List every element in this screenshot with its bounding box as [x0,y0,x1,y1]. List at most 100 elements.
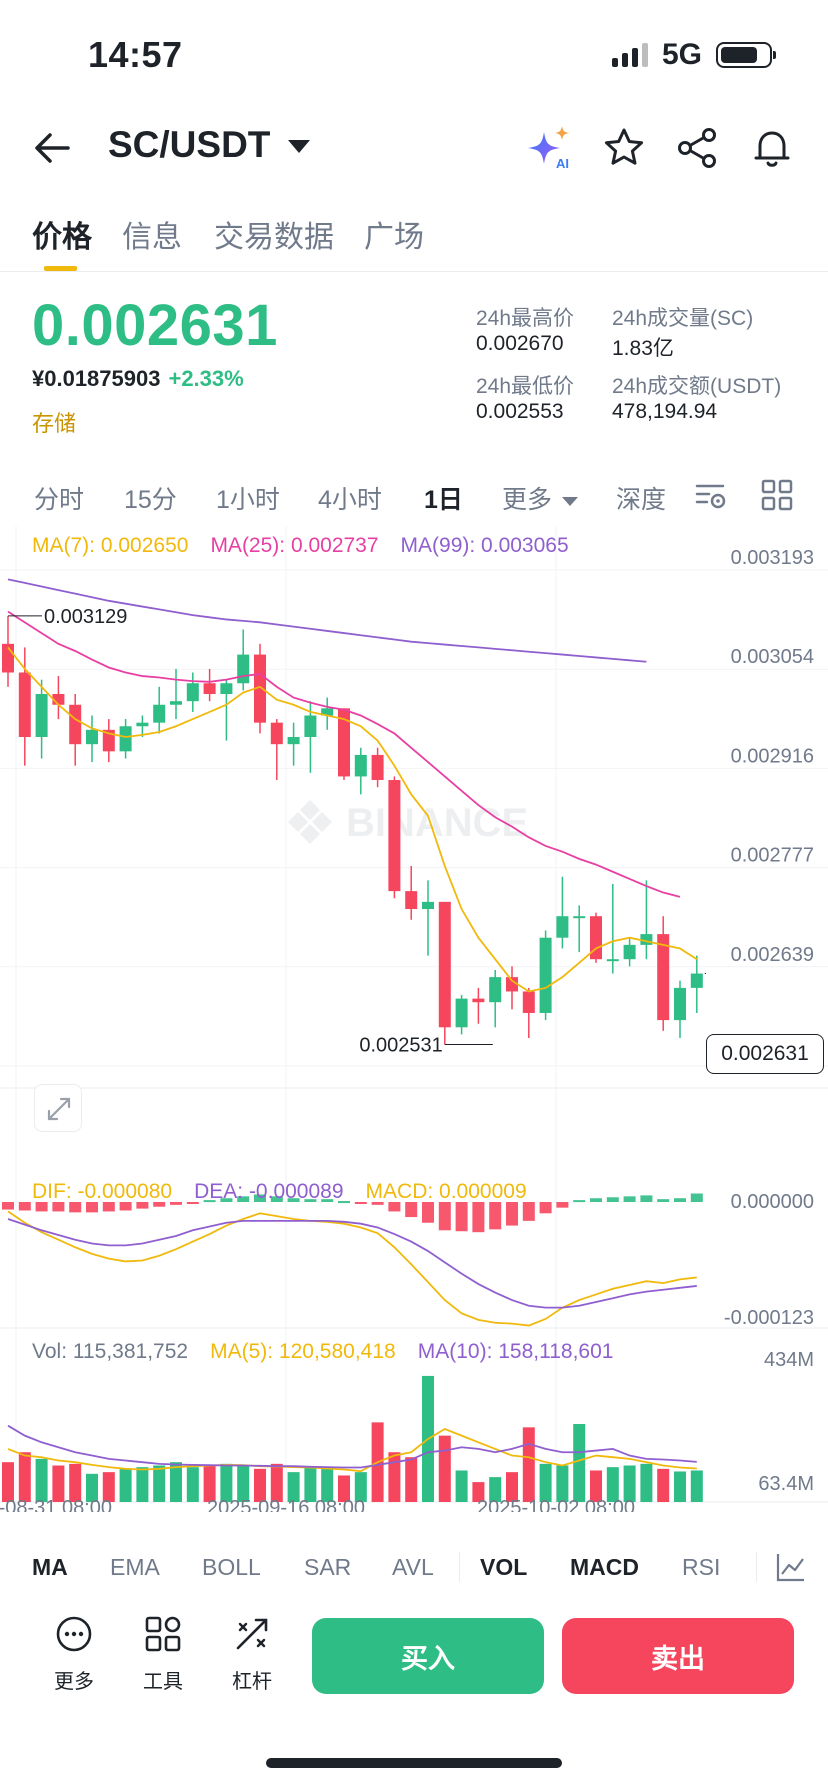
interval-4h[interactable]: 4小时 [318,486,382,514]
status-bar: 14:57 5G [0,0,828,100]
interval-1d[interactable]: 1日 [424,486,463,514]
indicator-rsi[interactable]: RSI [682,1554,721,1580]
indicator-bar: MA EMA BOLL SAR AVL VOL MACD RSI [0,1548,828,1590]
candle-down [405,891,418,910]
candle-down [522,991,535,1013]
more-button[interactable]: 更多 [44,1614,104,1694]
deposit-link[interactable]: 存储 [32,411,77,436]
macd-bar-negative [18,1202,31,1211]
indicator-sar[interactable]: SAR [304,1554,352,1580]
price-axis-label: 0.002777 [731,845,814,867]
candle-down [472,998,485,1003]
tab-square[interactable]: 广场 [364,221,424,254]
stat-high-label: 24h最高价 [476,307,575,330]
macd-bar-negative [438,1202,451,1231]
ma-legend: MA(7): 0.002650 MA(25): 0.002737 MA(99):… [32,534,569,558]
volume-bar-up [86,1473,98,1502]
vol-legend: Vol: 115,381,752 MA(5): 120,580,418 MA(1… [32,1340,613,1364]
candle-down [270,722,283,745]
indicator-macd[interactable]: MACD [570,1554,639,1580]
share-icon[interactable] [674,124,722,172]
candle-down [506,977,518,992]
signal-icon [611,43,648,67]
bell-icon[interactable] [748,124,796,172]
kline-chart[interactable]: BINANCE 0.000000 -0.000123 434M 63.4M 2025-… [0,526,828,1512]
volume-bar-up [287,1472,300,1502]
volume-bar-up [674,1471,686,1502]
volume-bar-up [237,1465,250,1502]
candle-down [254,654,266,723]
interval-more[interactable]: 更多 [502,480,579,516]
candle-up [153,704,166,723]
back-arrow-icon[interactable] [30,126,74,170]
candle-up [623,944,636,960]
high-low-markers: 0.003129 0.002531 [8,606,706,1056]
ma-lines [7,578,698,993]
status-indicators: 5G [611,38,776,72]
macd-axis-label: 0.000000 [731,1191,814,1213]
tab-info[interactable]: 信息 [122,221,182,254]
macd-bar-positive [304,1199,317,1202]
macd-bar-negative [86,1202,98,1213]
interval-more-label: 更多 [502,486,553,514]
macd-legend: DIF: -0.000080 DEA: -0.000089 MACD: 0.00… [32,1180,527,1204]
interval-depth[interactable]: 深度 [616,486,667,514]
layout-grid-icon[interactable] [760,478,794,512]
indicator-settings-icon[interactable] [774,1550,808,1584]
network-label: 5G [661,38,702,71]
chart-grid [0,526,828,1512]
candle-down [18,672,31,738]
vol-ma10-line [7,1424,697,1469]
volume-bar-up [304,1467,317,1502]
macd-bar-negative [170,1202,182,1205]
tools-button[interactable]: 工具 [133,1614,193,1694]
macd-bar-positive [657,1199,670,1202]
time-axis-label: 2025-10-02 08:00 [477,1497,635,1512]
candle-up [640,934,653,945]
indicator-ema[interactable]: EMA [110,1554,160,1580]
home-indicator [266,1758,562,1768]
interval-1h[interactable]: 1小时 [216,486,280,514]
macd-bar-positive [573,1200,586,1203]
candle-up [674,987,686,1021]
indicator-boll[interactable]: BOLL [202,1554,261,1580]
interval-timeline[interactable]: 分时 [34,486,85,514]
candles [2,615,703,1045]
tab-trading-data[interactable]: 交易数据 [214,221,334,254]
battery-icon [716,42,776,68]
volume-bar-down [472,1482,485,1502]
volume-bar-up [220,1463,233,1502]
tab-price[interactable]: 价格 [32,221,92,254]
chart-settings-icon[interactable] [694,478,728,512]
star-icon[interactable] [600,124,648,172]
indicator-vol[interactable]: VOL [480,1554,528,1580]
candle-up [170,701,182,705]
volume-bar-up [690,1470,703,1502]
candle-up [321,708,334,716]
pair-selector[interactable]: SC/USDT [108,124,311,166]
vol-value-legend: Vol: 115,381,752 [32,1340,189,1363]
candle-up [354,754,367,777]
buy-button[interactable]: 买入 [312,1618,544,1694]
leverage-button[interactable]: 杠杆 [222,1614,282,1694]
candle-up [287,737,300,745]
low-marker-label: 0.002531 [359,1034,442,1056]
volume-bar-up [489,1477,502,1502]
volume-bar-down [522,1427,535,1502]
candle-down [657,934,670,1021]
indicator-avl[interactable]: AVL [392,1554,434,1580]
tab-bar: 价格 信息 交易数据 广场 [0,210,828,272]
interval-15m[interactable]: 15分 [124,486,177,514]
sell-button[interactable]: 卖出 [562,1618,794,1694]
macd-bar-negative [119,1202,132,1211]
volume-bar-up [321,1468,334,1502]
ai-sparkle-icon[interactable]: AI [526,124,574,172]
candle-down [371,754,384,781]
indicator-ma[interactable]: MA [32,1554,68,1580]
expand-chart-button[interactable] [34,1084,82,1132]
macd-bar-negative [455,1202,468,1232]
volume-bar-down [102,1472,115,1502]
macd-bar-positive [321,1199,334,1202]
time-axis-label: 2025-09-16 08:00 [207,1497,365,1512]
dea-legend: DEA: -0.000089 [194,1180,344,1203]
